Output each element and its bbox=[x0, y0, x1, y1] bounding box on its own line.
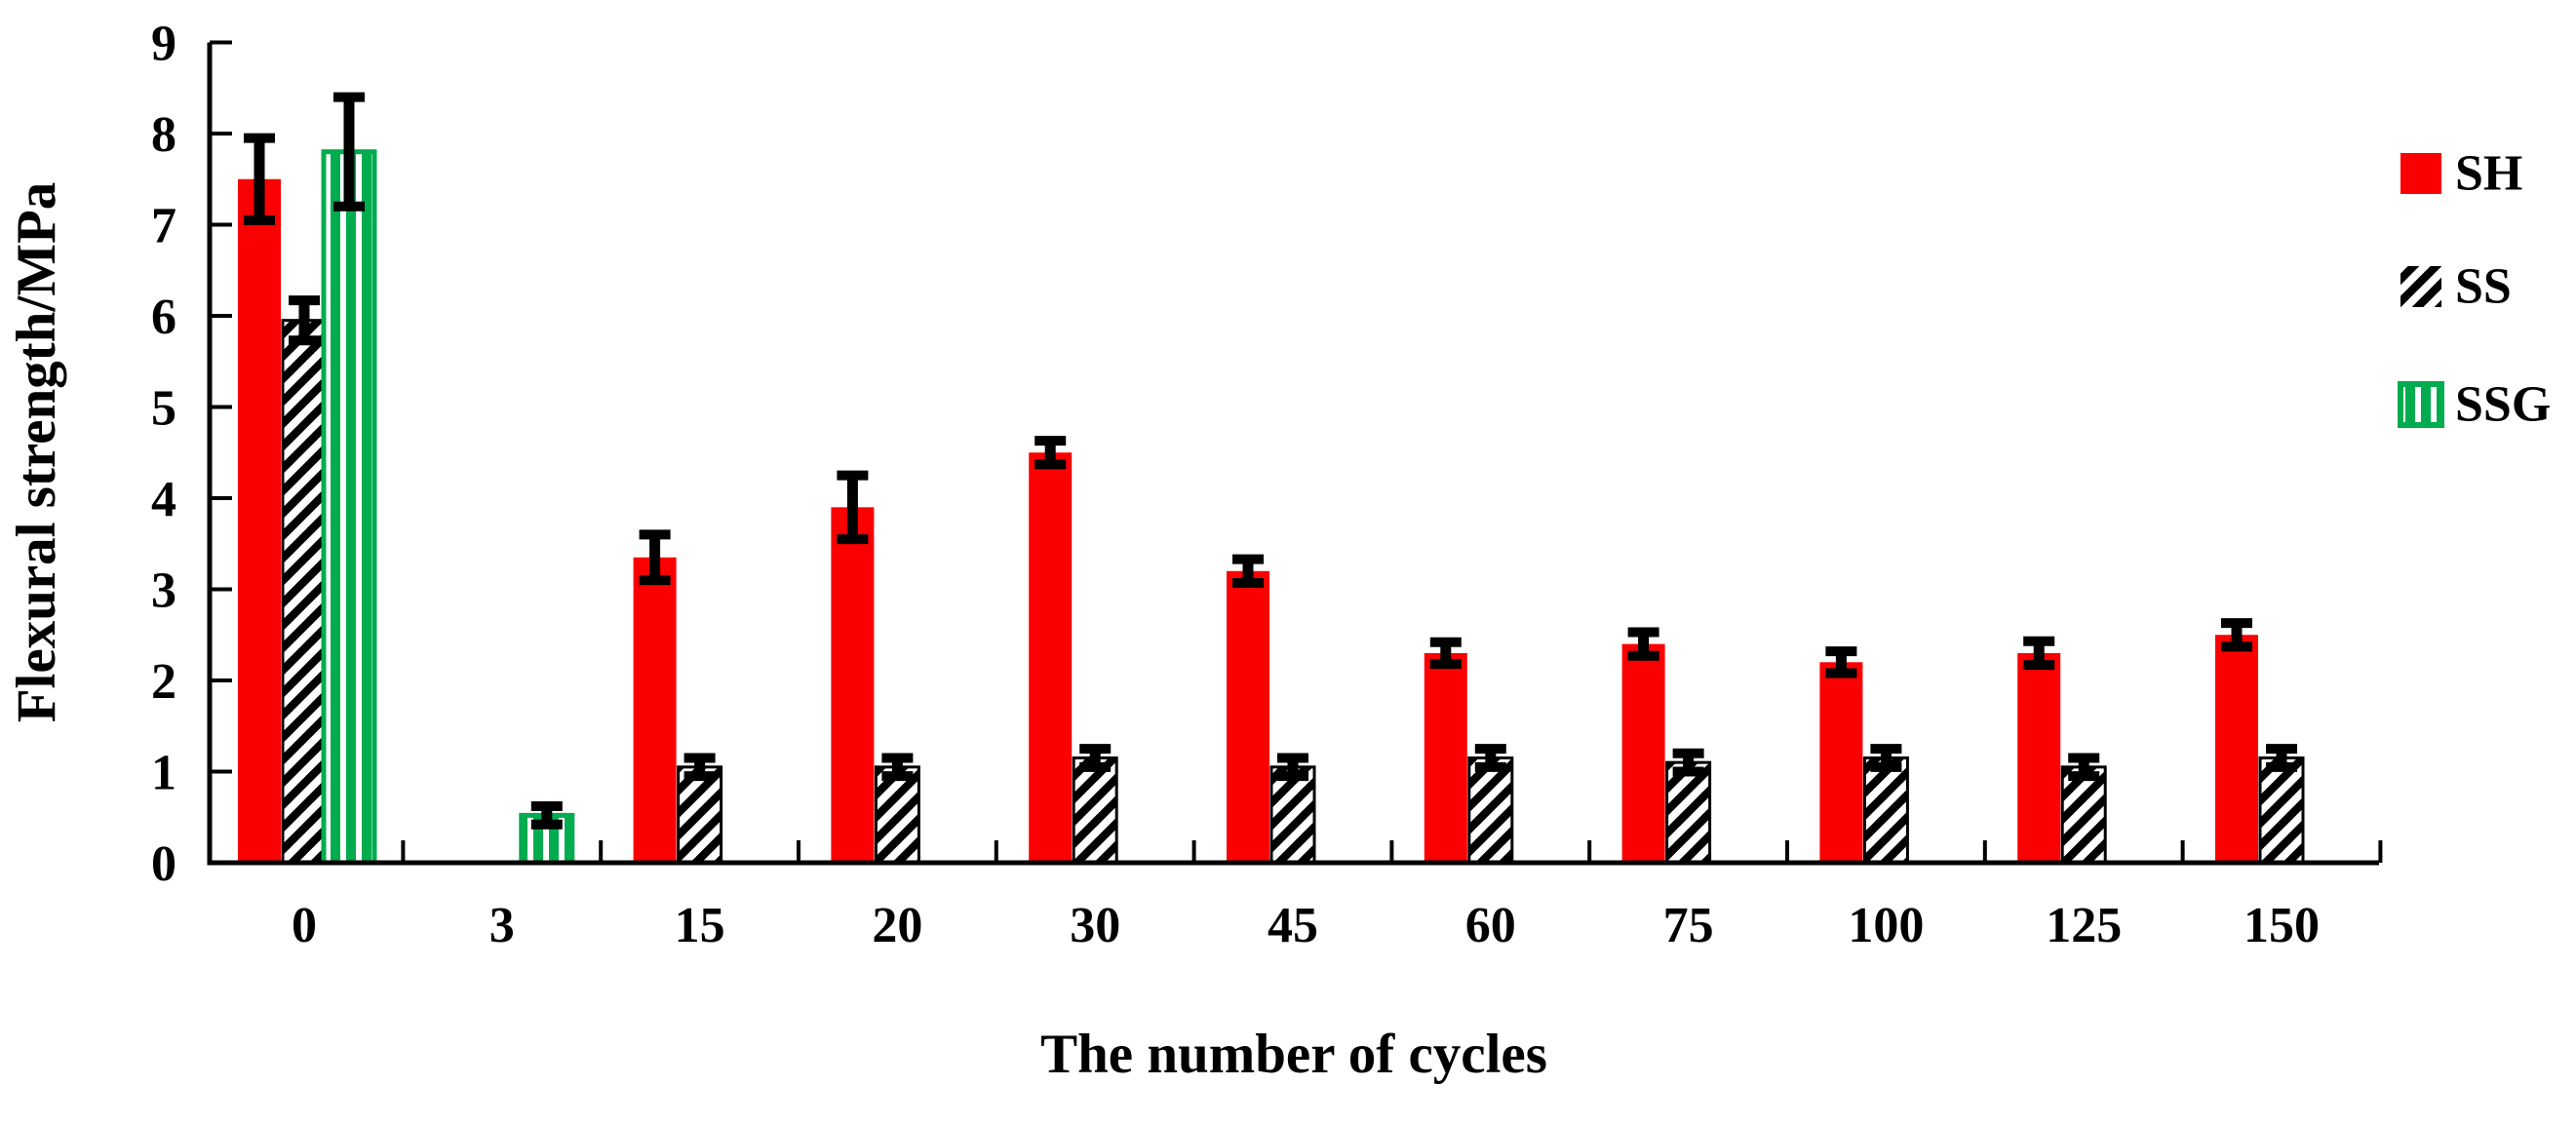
bar-sh-100 bbox=[1819, 662, 1863, 863]
bar-ss-60 bbox=[1467, 756, 1514, 865]
bar-sh-0 bbox=[238, 178, 281, 863]
error-bar-ssg-3 bbox=[530, 801, 563, 830]
bar-sh-20 bbox=[831, 507, 875, 863]
x-tick-label: 60 bbox=[1465, 898, 1516, 953]
y-tick-label: 0 bbox=[151, 836, 176, 892]
legend-swatch-ssg bbox=[2398, 381, 2444, 428]
error-bar-sh-100 bbox=[1825, 646, 1857, 678]
bars-layer bbox=[238, 149, 2305, 866]
x-tick-label: 125 bbox=[2046, 898, 2122, 953]
legend-label-ss: SS bbox=[2455, 259, 2512, 315]
bar-sh-60 bbox=[1424, 652, 1467, 863]
legend-item-sh: SH bbox=[2400, 146, 2522, 202]
error-bar-sh-75 bbox=[1627, 627, 1659, 661]
y-tick-label: 9 bbox=[151, 17, 176, 72]
bar-ss-20 bbox=[874, 765, 920, 865]
error-bar-ss-45 bbox=[1277, 753, 1308, 782]
y-tick-label: 2 bbox=[151, 654, 176, 710]
x-tick-label: 20 bbox=[872, 898, 922, 953]
x-tick-label: 100 bbox=[1848, 898, 1924, 953]
error-bar-ss-15 bbox=[683, 753, 716, 782]
bar-sh-150 bbox=[2215, 635, 2258, 863]
bar-ss-150 bbox=[2258, 756, 2305, 865]
bar-sh-75 bbox=[1621, 643, 1665, 863]
error-bar-sh-0 bbox=[244, 133, 275, 225]
error-bar-ss-100 bbox=[1870, 744, 1902, 772]
error-bars-layer bbox=[244, 92, 2297, 830]
x-tick-label: 150 bbox=[2244, 898, 2320, 953]
x-tick-label: 3 bbox=[489, 898, 515, 953]
bar-sh-125 bbox=[2017, 652, 2061, 863]
y-tick-label: 1 bbox=[151, 746, 176, 801]
y-tick-label: 4 bbox=[151, 472, 176, 527]
bar-ss-0 bbox=[281, 319, 328, 865]
error-bar-ssg-0 bbox=[333, 92, 365, 212]
x-tick-label: 0 bbox=[292, 898, 317, 953]
legend-swatch-sh bbox=[2400, 153, 2441, 194]
error-bar-sh-150 bbox=[2221, 618, 2252, 652]
x-tick-label: 45 bbox=[1268, 898, 1318, 953]
x-axis-title: The number of cycles bbox=[1040, 1024, 1547, 1085]
bar-ss-100 bbox=[1862, 756, 1909, 865]
bar-ss-15 bbox=[677, 765, 723, 865]
legend: SH SS SSG bbox=[2398, 146, 2551, 433]
error-bar-sh-15 bbox=[639, 529, 671, 586]
x-tick-label: 75 bbox=[1663, 898, 1714, 953]
bar-ss-75 bbox=[1665, 760, 1712, 865]
error-bar-sh-30 bbox=[1034, 436, 1067, 470]
bar-ss-125 bbox=[2060, 765, 2107, 865]
y-axis-title: Flexural strength/MPa bbox=[6, 182, 67, 723]
error-bar-sh-45 bbox=[1232, 554, 1264, 588]
error-bar-sh-125 bbox=[2023, 636, 2055, 671]
bar-ss-30 bbox=[1072, 756, 1118, 865]
legend-item-ssg: SSG bbox=[2398, 377, 2551, 433]
bar-sh-15 bbox=[633, 557, 677, 863]
y-tick-label: 5 bbox=[151, 381, 176, 437]
error-bar-ss-60 bbox=[1474, 744, 1506, 772]
y-tick-label: 8 bbox=[151, 107, 176, 163]
x-tick-label: 30 bbox=[1070, 898, 1120, 953]
error-bar-ss-20 bbox=[881, 753, 914, 782]
legend-label-sh: SH bbox=[2455, 146, 2522, 202]
error-bar-sh-60 bbox=[1429, 637, 1462, 670]
y-tick-label: 6 bbox=[151, 290, 176, 345]
x-tick-label: 15 bbox=[675, 898, 725, 953]
error-bar-ss-0 bbox=[289, 295, 320, 346]
y-tick-label: 7 bbox=[151, 199, 176, 254]
bar-ssg-0 bbox=[321, 149, 377, 866]
error-bar-ss-150 bbox=[2266, 744, 2297, 772]
y-tick-label: 3 bbox=[151, 563, 176, 619]
legend-swatch-ss bbox=[2400, 266, 2441, 307]
bar-sh-30 bbox=[1029, 452, 1073, 863]
error-bar-ss-125 bbox=[2068, 753, 2100, 782]
bar-sh-45 bbox=[1227, 570, 1269, 863]
legend-item-ss: SS bbox=[2400, 259, 2512, 315]
bar-ss-45 bbox=[1269, 765, 1316, 865]
legend-label-ssg: SSG bbox=[2455, 377, 2551, 433]
error-bar-ss-30 bbox=[1079, 744, 1112, 772]
error-bar-ss-75 bbox=[1672, 748, 1704, 777]
error-bar-sh-20 bbox=[837, 470, 869, 545]
